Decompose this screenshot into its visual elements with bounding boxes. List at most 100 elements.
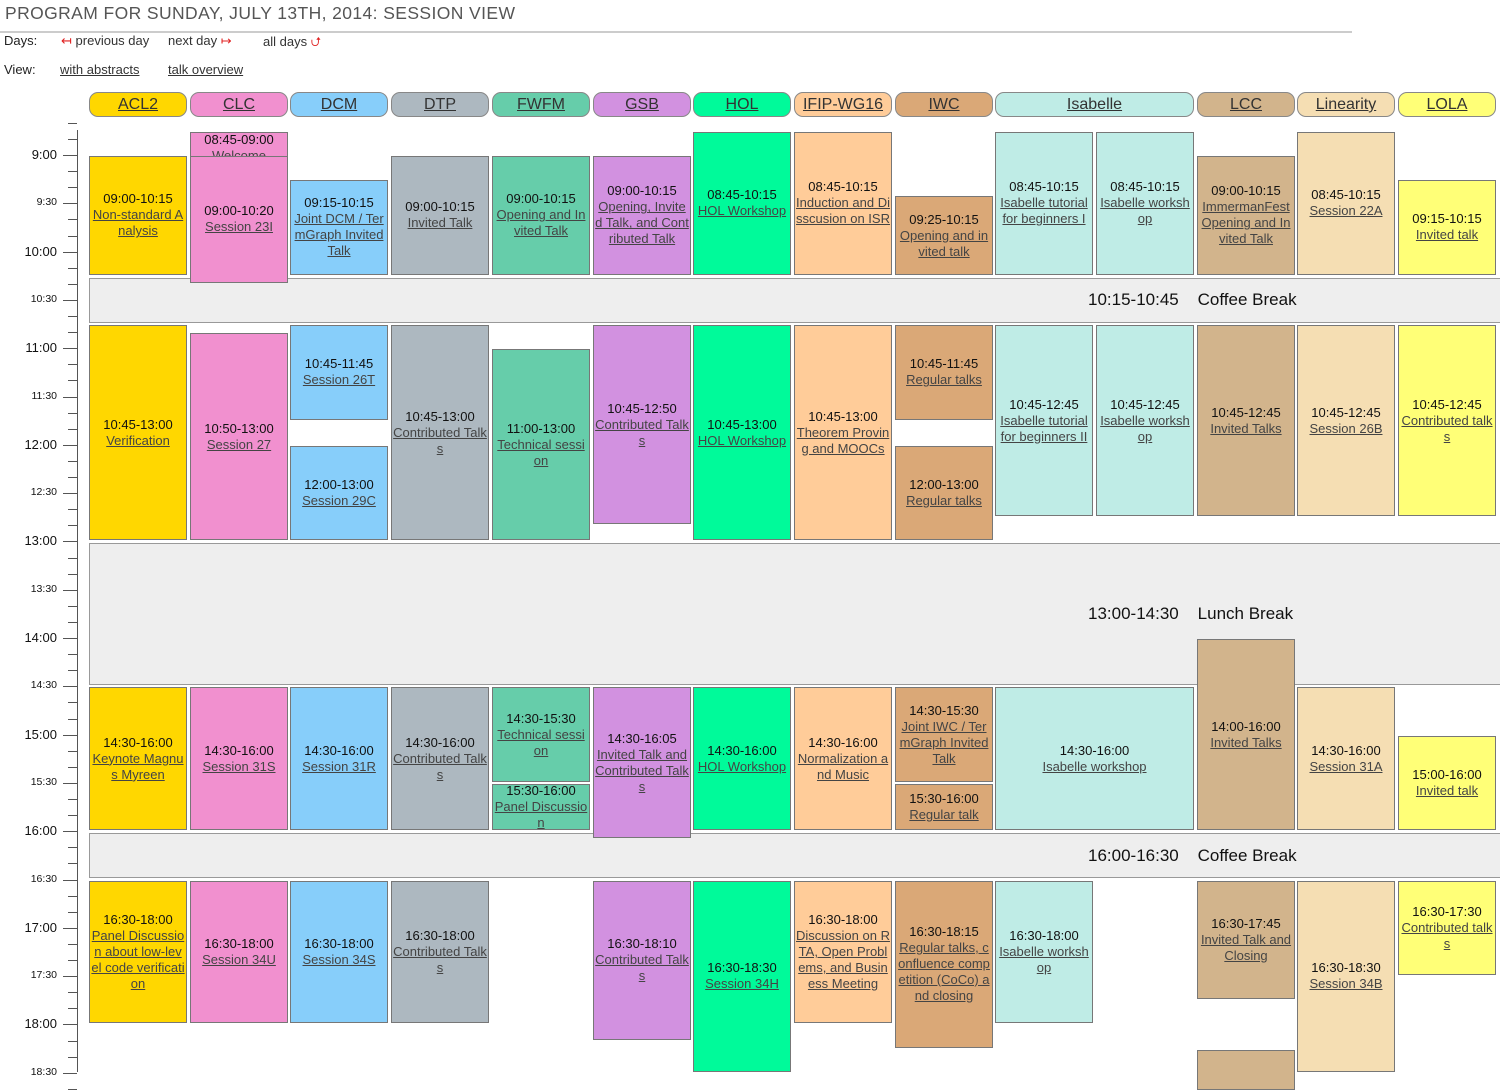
session-title-link[interactable]: HOL Workshop	[697, 432, 787, 448]
session-title-link[interactable]: Invited Talks	[1210, 420, 1282, 436]
session-block[interactable]: 14:30-16:00 Session 31A	[1297, 687, 1395, 831]
session-title-link[interactable]: HOL Workshop	[697, 203, 787, 219]
session-title-link[interactable]: Regular talks	[906, 372, 982, 388]
session-block[interactable]: 14:30-15:30 Joint IWC / TermGraph Invited…	[895, 687, 993, 782]
session-block[interactable]: 10:45-11:45 Regular talks	[895, 325, 993, 420]
session-title-link[interactable]: Technical session	[497, 436, 585, 468]
session-title-link[interactable]: Session 27	[206, 436, 272, 452]
session-title-link[interactable]: Invited Talks	[1210, 734, 1282, 750]
session-block[interactable]: 14:30-15:30 Technical session	[492, 687, 590, 782]
with-abstracts-link[interactable]: with abstracts	[60, 62, 140, 77]
session-block[interactable]: 16:30-18:00 Session 34S	[290, 880, 388, 1024]
session-title-link[interactable]: Session 31R	[302, 758, 376, 774]
session-block[interactable]: 16:30-17:30 Contributed talks	[1398, 880, 1496, 976]
session-block[interactable]: 14:30-16:00 Session 31S	[190, 687, 288, 831]
session-title-link[interactable]: Panel Discussion	[494, 799, 588, 831]
session-block[interactable]: 14:30-16:00 Keynote Magnus Myreen	[89, 687, 187, 831]
track-header-iwc[interactable]: IWC	[895, 92, 993, 117]
session-block[interactable]: 09:25-10:15 Opening and invited talk	[895, 196, 993, 275]
session-title-link[interactable]: ImmermanFest Opening and Invited Talk	[1201, 199, 1291, 247]
session-block[interactable]: 16:30-18:00 Discussion on RTA, Open Probl…	[794, 880, 892, 1024]
session-title-link[interactable]: Isabelle tutorial for beginners I	[1000, 195, 1088, 227]
track-header-lola[interactable]: LOLA	[1398, 92, 1496, 117]
session-block[interactable]: 16:30-18:00 Session 34U	[190, 880, 288, 1024]
session-block[interactable]: 10:45-12:45 Invited Talks	[1197, 325, 1295, 517]
session-title-link[interactable]: Session 22A	[1309, 203, 1383, 219]
session-title-link[interactable]: Technical session	[497, 726, 585, 758]
talk-overview-link[interactable]: talk overview	[168, 62, 244, 77]
session-block[interactable]: 10:45-12:45 Contributed talks	[1398, 325, 1496, 517]
session-title-link[interactable]: Invited talk	[1415, 227, 1479, 243]
session-title-link[interactable]: Session 31A	[1309, 758, 1383, 774]
session-title-link[interactable]: Opening, Invited Talk, and Contributed T…	[595, 199, 689, 247]
session-block[interactable]: 14:00-16:00 Invited Talks	[1197, 639, 1295, 831]
session-block[interactable]: 10:45-13:00 Theorem Proving and MOOCs	[794, 325, 892, 541]
session-title-link[interactable]: Joint DCM / TermGraph Invited Talk	[294, 211, 384, 259]
session-block[interactable]: 08:45-10:15 Session 22A	[1297, 131, 1395, 275]
session-title-link[interactable]: Invited Talk and Contributed Talks	[595, 746, 689, 794]
session-block[interactable]: 10:45-12:45 Isabelle workshop	[1096, 325, 1194, 517]
session-title-link[interactable]: Panel Discussion about low-level code ve…	[91, 927, 185, 991]
session-title-link[interactable]: Opening and invited talk	[899, 227, 989, 259]
session-title-link[interactable]: Isabelle workshop	[1100, 195, 1190, 227]
track-header-ifip-wg16[interactable]: IFIP-WG16	[794, 92, 892, 117]
previous-day-link[interactable]: ↤ previous day	[61, 33, 149, 49]
track-header-dtp[interactable]: DTP	[391, 92, 489, 117]
session-title-link[interactable]: Invited Talk and Closing	[1200, 931, 1292, 963]
session-title-link[interactable]: Invited talk	[1415, 782, 1479, 798]
session-block[interactable]: 08:45-10:15 Isabelle workshop	[1096, 131, 1194, 275]
session-block[interactable]: 15:30-16:00 Panel Discussion	[492, 783, 590, 831]
session-block[interactable]: 09:00-10:15 Non-standard Analysis	[89, 156, 187, 275]
session-title-link[interactable]: Isabelle tutorial for beginners II	[1000, 412, 1088, 444]
session-title-link[interactable]: Isabelle workshop	[1042, 758, 1147, 774]
session-title-link[interactable]: Session 31S	[202, 758, 276, 774]
session-title-link[interactable]: Contributed talks	[1401, 919, 1493, 951]
session-block[interactable]: 16:30-17:45 Invited Talk and Closing	[1197, 880, 1295, 1000]
session-block[interactable]: 16:30-18:30 Session 34H	[693, 880, 791, 1072]
session-title-link[interactable]: Session 34U	[202, 951, 276, 967]
session-block[interactable]: 09:00-10:20 Session 23I	[190, 156, 288, 283]
session-block[interactable]: 09:15-10:15 Joint DCM / TermGraph Invited…	[290, 180, 388, 275]
track-header-lcc[interactable]: LCC	[1197, 92, 1295, 117]
session-block[interactable]: 16:30-18:00 Contributed Talks	[391, 880, 489, 1024]
track-header-gsb[interactable]: GSB	[593, 92, 691, 117]
track-header-linearity[interactable]: Linearity	[1297, 92, 1395, 117]
session-block[interactable]: 12:00-13:00 Regular talks	[895, 445, 993, 541]
session-title-link[interactable]: Theorem Proving and MOOCs	[796, 424, 890, 456]
session-title-link[interactable]: Session 29C	[302, 493, 376, 509]
session-block[interactable]: 12:00-13:00 Session 29C	[290, 445, 388, 541]
session-title-link[interactable]: Isabelle workshop	[1100, 412, 1190, 444]
session-title-link[interactable]: Discussion on RTA, Open Problems, and Bu…	[796, 927, 890, 991]
session-block[interactable]: 11:00-13:00 Technical session	[492, 349, 590, 541]
session-block[interactable]	[1197, 1050, 1295, 1090]
session-block[interactable]: 09:15-10:15 Invited talk	[1398, 180, 1496, 275]
session-block[interactable]: 14:30-16:00 HOL Workshop	[693, 687, 791, 831]
session-block[interactable]: 09:00-10:15 Invited Talk	[391, 156, 489, 275]
session-title-link[interactable]: Session 34B	[1309, 976, 1383, 992]
session-block[interactable]: 10:45-13:00 Verification	[89, 325, 187, 541]
session-block[interactable]: 08:45-10:15 HOL Workshop	[693, 131, 791, 275]
session-title-link[interactable]: Opening and Invited Talk	[496, 207, 586, 239]
session-title-link[interactable]: Session 34H	[705, 976, 779, 992]
session-title-link[interactable]: Keynote Magnus Myreen	[92, 750, 184, 782]
session-block[interactable]: 08:45-10:15 Isabelle tutorial for beginne…	[995, 131, 1093, 275]
session-title-link[interactable]: Normalization and Music	[797, 750, 889, 782]
session-title-link[interactable]: Contributed Talks	[393, 424, 487, 456]
session-title-link[interactable]: Invited Talk	[407, 215, 473, 231]
session-block[interactable]: 15:00-16:00 Invited talk	[1398, 735, 1496, 831]
session-block[interactable]: 10:50-13:00 Session 27	[190, 333, 288, 541]
session-block[interactable]: 09:00-10:15 Opening and Invited Talk	[492, 156, 590, 275]
session-title-link[interactable]: Regular talks	[906, 493, 982, 509]
next-day-link[interactable]: next day ↦	[168, 33, 232, 49]
session-block[interactable]: 14:30-16:00 Session 31R	[290, 687, 388, 831]
session-title-link[interactable]: Isabelle workshop	[999, 943, 1089, 975]
track-header-dcm[interactable]: DCM	[290, 92, 388, 117]
session-title-link[interactable]: Contributed Talks	[393, 750, 487, 782]
track-header-isabelle[interactable]: Isabelle	[995, 92, 1194, 117]
session-title-link[interactable]: Regular talk	[909, 807, 979, 823]
session-block[interactable]: 10:45-12:45 Session 26B	[1297, 325, 1395, 517]
session-block[interactable]: 10:45-13:00 HOL Workshop	[693, 325, 791, 541]
track-header-fwfm[interactable]: FWFM	[492, 92, 590, 117]
session-title-link[interactable]: Contributed Talks	[595, 416, 689, 448]
session-title-link[interactable]: Session 26B	[1309, 420, 1383, 436]
